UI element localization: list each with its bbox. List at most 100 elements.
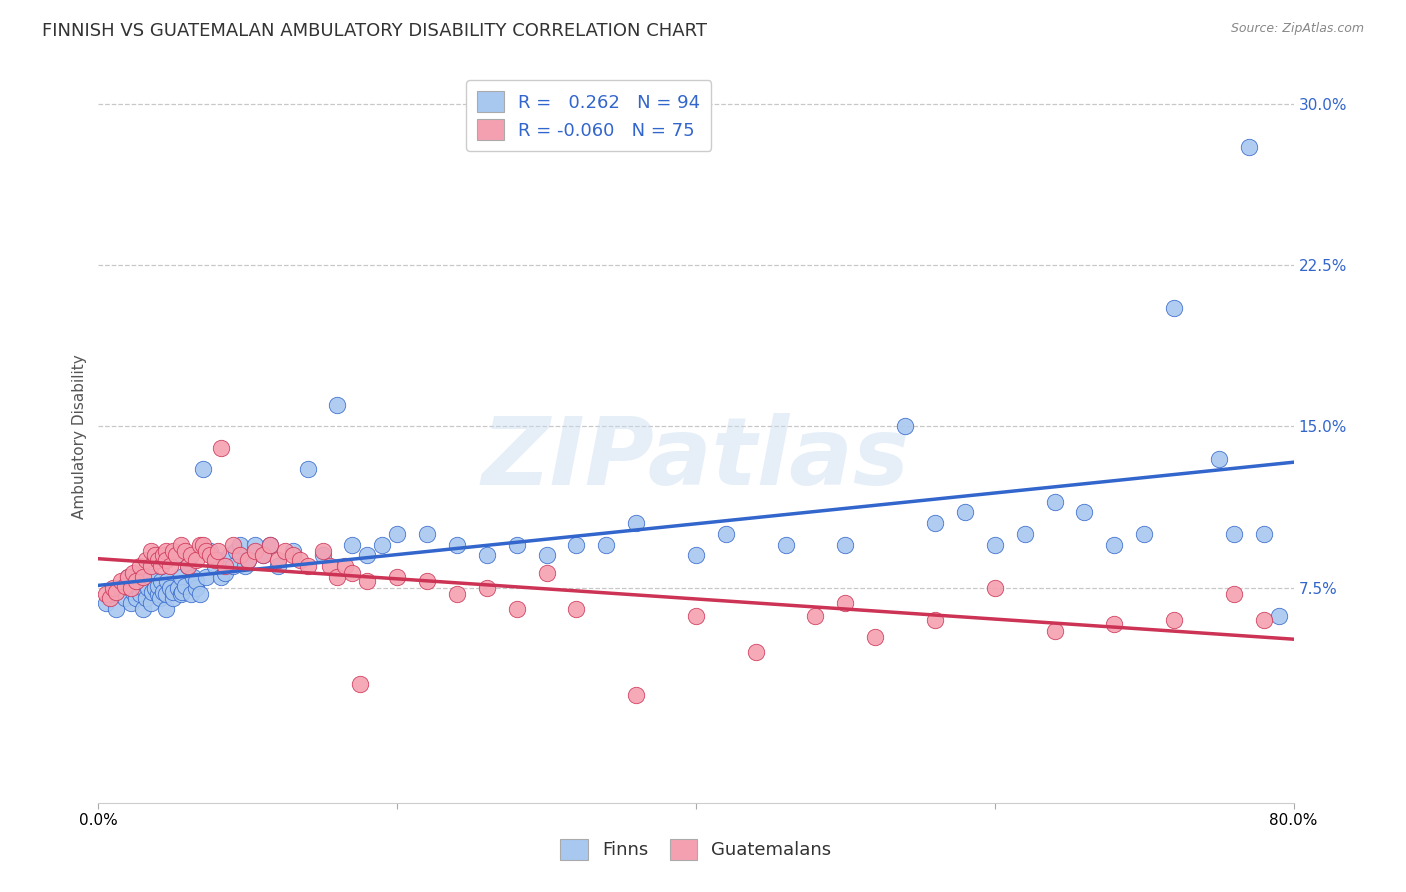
Point (1253, 613, 1275, 627)
Point (385, 570, 409, 584)
Point (1237, 139, 1260, 153)
Point (200, 549, 222, 563)
Point (204, 559, 226, 574)
Point (165, 549, 187, 563)
Point (98, 591, 122, 606)
Point (143, 581, 166, 595)
Point (536, 549, 558, 563)
Point (156, 574, 179, 589)
Point (259, 538, 281, 552)
Point (132, 581, 155, 595)
Point (166, 581, 188, 595)
Point (148, 552, 170, 566)
Point (209, 441, 232, 455)
Point (155, 602, 177, 616)
Point (155, 544, 177, 558)
Point (745, 645, 768, 659)
Point (132, 602, 155, 616)
Point (245, 544, 267, 558)
Point (229, 538, 252, 552)
Point (1163, 613, 1185, 627)
Point (204, 552, 226, 566)
Point (626, 688, 648, 702)
Point (225, 544, 247, 558)
Point (191, 538, 214, 552)
Point (804, 608, 827, 623)
Point (150, 559, 173, 574)
Point (297, 462, 319, 476)
Point (125, 578, 148, 592)
Point (475, 581, 498, 595)
Point (222, 559, 245, 574)
Point (267, 552, 290, 566)
Point (120, 581, 142, 595)
Point (136, 581, 159, 595)
Point (165, 549, 187, 563)
Point (162, 591, 184, 606)
Point (834, 538, 856, 552)
Point (1043, 624, 1066, 638)
Point (120, 596, 142, 610)
Point (195, 544, 218, 558)
Point (281, 544, 304, 558)
Point (121, 585, 143, 599)
Point (222, 538, 245, 552)
Point (236, 552, 259, 566)
Point (252, 549, 274, 563)
Point (155, 587, 177, 601)
Point (924, 516, 946, 530)
Point (1104, 538, 1126, 552)
Point (139, 559, 162, 574)
Point (105, 585, 128, 599)
Point (129, 587, 152, 601)
Point (1223, 527, 1246, 541)
Point (281, 549, 304, 563)
Point (132, 570, 155, 584)
Point (1267, 608, 1289, 623)
Point (1253, 527, 1275, 541)
Point (141, 585, 163, 599)
Point (1073, 505, 1095, 519)
Point (1014, 527, 1036, 541)
Point (103, 587, 125, 601)
Point (416, 574, 439, 589)
Point (984, 581, 1007, 595)
Point (506, 538, 529, 552)
Point (180, 587, 202, 601)
Point (162, 544, 184, 558)
Point (150, 574, 173, 589)
Point (1133, 527, 1156, 541)
Point (219, 549, 242, 563)
Point (297, 559, 319, 574)
Point (319, 559, 342, 574)
Text: ZIPatlas: ZIPatlas (482, 413, 910, 505)
Point (188, 587, 211, 601)
Point (233, 559, 256, 574)
Point (274, 544, 297, 558)
Point (416, 527, 439, 541)
Point (200, 544, 222, 558)
Y-axis label: Ambulatory Disability: Ambulatory Disability (72, 355, 87, 519)
Point (267, 559, 290, 574)
Point (159, 559, 181, 574)
Point (446, 538, 468, 552)
Point (174, 544, 197, 558)
Point (565, 602, 588, 616)
Point (924, 613, 946, 627)
Point (245, 538, 267, 552)
Point (1223, 587, 1246, 601)
Point (110, 574, 132, 589)
Point (149, 591, 172, 606)
Point (326, 570, 349, 584)
Point (311, 544, 333, 558)
Point (984, 538, 1007, 552)
Point (475, 549, 498, 563)
Point (129, 559, 152, 574)
Point (446, 587, 468, 601)
Point (177, 559, 200, 574)
Point (349, 677, 371, 691)
Point (775, 538, 797, 552)
Point (506, 602, 529, 616)
Point (191, 462, 214, 476)
Text: Source: ZipAtlas.com: Source: ZipAtlas.com (1230, 22, 1364, 36)
